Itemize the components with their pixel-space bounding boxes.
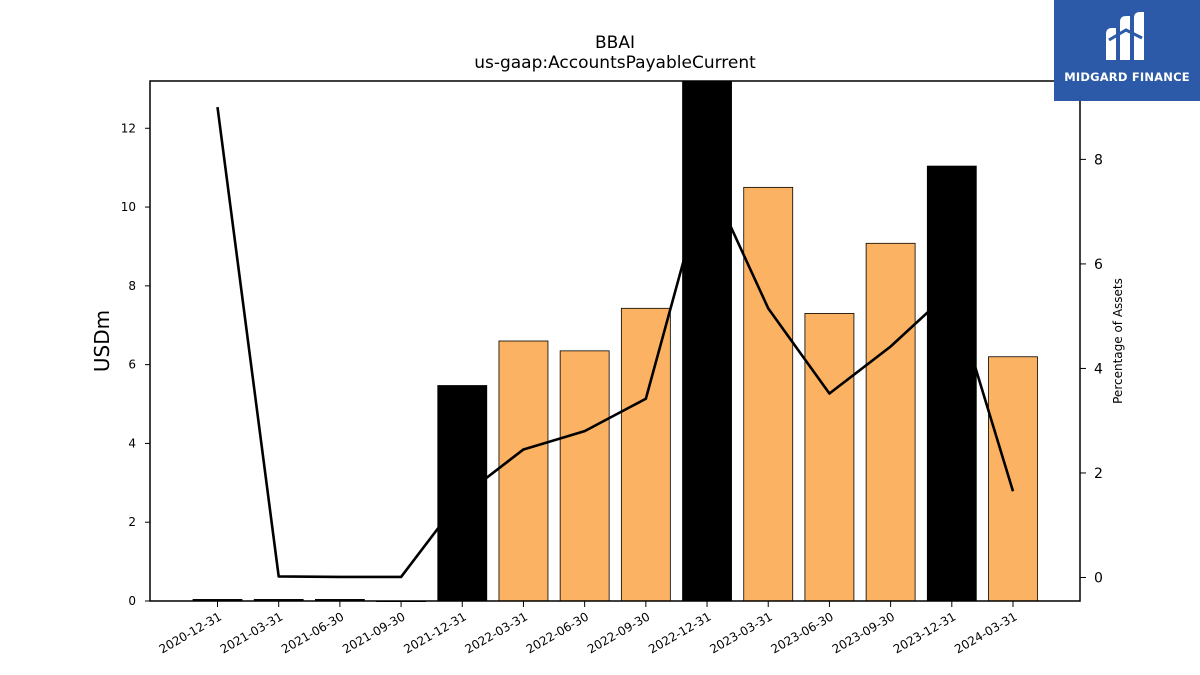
bar-series bbox=[192, 80, 1038, 603]
y-tick-label: 12 bbox=[121, 121, 136, 135]
bar-2023-09-30 bbox=[865, 242, 916, 602]
x-tick-label: 2022-09-30 bbox=[585, 609, 652, 656]
bar-2022-09-30 bbox=[620, 307, 671, 602]
bar-2021-12-31 bbox=[437, 385, 488, 602]
x-tick-label: 2022-06-30 bbox=[524, 609, 591, 656]
x-tick-label: 2021-06-30 bbox=[279, 609, 346, 656]
bar-2023-06-30 bbox=[804, 313, 855, 602]
y2-tick-label: 4 bbox=[1094, 361, 1103, 377]
chart-subtitle: us-gaap:AccountsPayableCurrent bbox=[474, 53, 756, 73]
line-percentage-of-assets bbox=[216, 106, 1015, 579]
y-axis-label: USDm bbox=[90, 310, 114, 372]
y2-tick-label: 0 bbox=[1094, 570, 1103, 586]
bar-2024-03-31 bbox=[988, 356, 1038, 602]
x-tick-label: 2024-03-31 bbox=[952, 609, 1019, 656]
line-series bbox=[216, 106, 1015, 579]
x-tick-label: 2023-12-31 bbox=[891, 609, 958, 656]
y-tick-label: 6 bbox=[128, 358, 136, 372]
midgard-finance-logo: MIDGARD FINANCE bbox=[1054, 0, 1200, 101]
logo-text: MIDGARD FINANCE bbox=[1064, 70, 1190, 84]
chart-title: BBAI bbox=[595, 33, 635, 53]
y-tick-label: 0 bbox=[128, 594, 136, 608]
bar-2022-03-31 bbox=[498, 340, 549, 602]
y2-tick-label: 8 bbox=[1094, 152, 1103, 168]
x-tick-label: 2023-09-30 bbox=[830, 609, 897, 656]
y-tick-label: 10 bbox=[121, 200, 136, 214]
bar-2022-06-30 bbox=[559, 350, 610, 602]
y2-axis-label: Percentage of Assets bbox=[1111, 278, 1125, 404]
y-tick-label: 2 bbox=[128, 515, 136, 529]
bar-2023-12-31 bbox=[926, 165, 977, 602]
bar-2023-03-31 bbox=[743, 186, 794, 602]
x-tick-label: 2022-03-31 bbox=[463, 609, 530, 656]
bar-2022-12-31 bbox=[682, 80, 732, 602]
x-tick-label: 2022-12-31 bbox=[646, 609, 713, 656]
x-tick-label: 2023-06-30 bbox=[769, 609, 836, 656]
x-tick-label: 2021-03-31 bbox=[218, 609, 285, 656]
y-tick-label: 8 bbox=[128, 279, 136, 293]
plot-frame bbox=[149, 80, 1081, 602]
x-tick-label: 2021-12-31 bbox=[401, 609, 468, 656]
x-tick-label: 2021-09-30 bbox=[340, 609, 407, 656]
y2-tick-label: 6 bbox=[1094, 257, 1103, 273]
y2-tick-label: 2 bbox=[1094, 466, 1103, 482]
y-tick-label: 4 bbox=[128, 436, 136, 450]
x-tick-label: 2023-03-31 bbox=[707, 609, 774, 656]
logo-mark-icon bbox=[1106, 12, 1144, 60]
x-tick-label: 2020-12-31 bbox=[157, 609, 224, 656]
